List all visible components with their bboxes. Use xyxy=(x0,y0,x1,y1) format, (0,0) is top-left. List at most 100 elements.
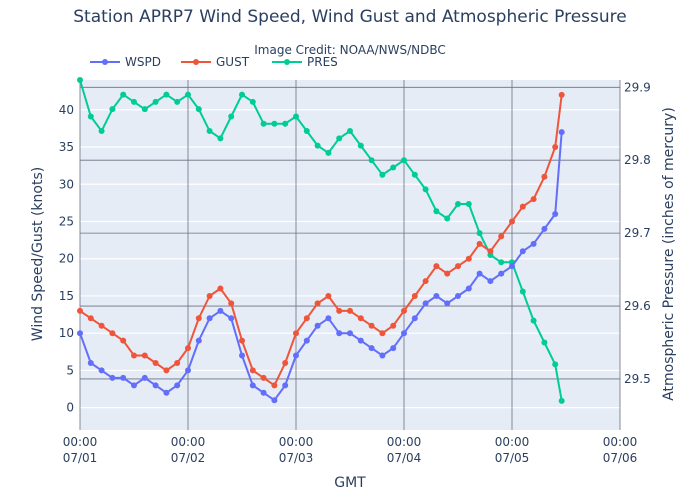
data-point-pres xyxy=(379,171,386,178)
data-point-wspd xyxy=(249,382,256,389)
data-point-wspd xyxy=(411,315,418,322)
data-point-wspd xyxy=(325,315,332,322)
data-point-gust xyxy=(163,367,170,374)
data-point-pres xyxy=(293,113,299,120)
y-tick-label: 0 xyxy=(66,401,74,415)
data-point-gust xyxy=(174,359,181,366)
data-point-gust xyxy=(282,359,289,366)
data-point-wspd xyxy=(206,315,213,322)
y-tick-label: 15 xyxy=(59,289,74,303)
data-point-wspd xyxy=(98,367,105,374)
y2-tick-label: 29.9 xyxy=(624,80,651,94)
data-point-wspd xyxy=(293,352,299,359)
y2-tick-label: 29.5 xyxy=(624,372,651,386)
data-point-gust xyxy=(487,248,494,255)
data-point-pres xyxy=(185,91,191,98)
data-point-gust xyxy=(541,173,548,180)
data-point-pres xyxy=(325,149,332,156)
y2-tick-label: 29.7 xyxy=(624,226,651,240)
data-point-wspd xyxy=(228,315,235,322)
series-line-gust xyxy=(79,94,563,387)
x-axis-title: GMT xyxy=(334,475,366,491)
y-tick-label: 25 xyxy=(59,214,74,228)
data-point-pres xyxy=(271,120,278,127)
data-point-pres xyxy=(303,128,310,135)
data-point-pres xyxy=(314,142,321,149)
data-point-gust xyxy=(476,240,483,247)
data-point-gust xyxy=(465,255,472,262)
data-point-wspd xyxy=(379,352,386,359)
data-point-wspd xyxy=(390,345,397,352)
data-point-gust xyxy=(444,270,451,277)
data-point-pres xyxy=(87,113,94,120)
x-tick-date: 07/05 xyxy=(495,451,530,465)
y-tick-label: 10 xyxy=(59,326,74,340)
x-tick-date: 07/04 xyxy=(387,451,422,465)
data-point-wspd xyxy=(498,270,505,277)
data-point-pres xyxy=(390,164,397,171)
data-point-gust xyxy=(433,263,440,270)
series-gust xyxy=(77,91,565,389)
series-line-pres xyxy=(79,79,563,401)
data-point-wspd xyxy=(433,292,440,299)
data-point-pres xyxy=(195,106,202,113)
legend-label: PRES xyxy=(307,55,338,69)
data-point-gust xyxy=(141,352,148,359)
data-point-gust xyxy=(530,196,537,203)
data-point-gust xyxy=(152,359,159,366)
y2-axis-title: Atmospheric Pressure (inches of mercury) xyxy=(661,107,677,401)
data-point-pres xyxy=(282,120,289,127)
data-point-wspd xyxy=(336,330,343,337)
x-tick-date: 07/01 xyxy=(63,451,98,465)
y-tick-label: 35 xyxy=(59,140,74,154)
data-point-wspd xyxy=(476,270,483,277)
data-point-wspd xyxy=(131,382,137,389)
data-point-pres xyxy=(498,259,505,266)
data-point-wspd xyxy=(487,278,494,285)
data-point-wspd xyxy=(465,285,472,292)
data-point-pres xyxy=(433,208,440,215)
data-point-gust xyxy=(239,337,245,344)
data-point-wspd xyxy=(552,211,559,218)
data-point-pres xyxy=(476,230,483,237)
data-point-gust xyxy=(401,307,407,314)
data-point-gust xyxy=(411,292,418,299)
data-point-gust xyxy=(98,322,105,329)
x-tick-time: 00:00 xyxy=(603,435,638,449)
data-point-gust xyxy=(228,300,235,307)
data-point-wspd xyxy=(444,300,451,307)
data-point-gust xyxy=(509,218,515,225)
y-tick-label: 40 xyxy=(59,103,74,117)
data-point-pres xyxy=(228,113,235,120)
data-point-wspd xyxy=(239,352,245,359)
data-point-gust xyxy=(217,285,224,292)
legend-marker xyxy=(193,59,199,65)
data-point-wspd xyxy=(541,225,548,232)
data-point-pres xyxy=(163,91,170,98)
data-point-wspd xyxy=(401,330,407,337)
x-tick-time: 00:00 xyxy=(171,435,206,449)
data-point-gust xyxy=(357,315,364,322)
data-point-pres xyxy=(260,120,267,127)
x-tick-time: 00:00 xyxy=(387,435,422,449)
data-point-pres xyxy=(239,91,245,98)
data-point-wspd xyxy=(141,374,148,381)
data-point-wspd xyxy=(303,337,310,344)
data-point-gust xyxy=(368,322,375,329)
data-point-gust xyxy=(271,382,278,389)
data-point-wspd xyxy=(422,300,429,307)
data-point-wspd xyxy=(271,397,278,404)
y2-tick-label: 29.8 xyxy=(624,153,651,167)
data-point-pres xyxy=(347,128,353,135)
data-point-gust xyxy=(325,292,332,299)
data-point-gust xyxy=(558,91,565,98)
data-point-gust xyxy=(293,330,299,337)
data-point-pres xyxy=(249,98,256,105)
data-point-gust xyxy=(77,307,83,314)
y-tick-label: 5 xyxy=(66,363,74,377)
data-point-wspd xyxy=(455,292,461,299)
data-point-wspd xyxy=(163,389,170,396)
data-point-gust xyxy=(347,307,353,314)
data-point-gust xyxy=(206,292,213,299)
